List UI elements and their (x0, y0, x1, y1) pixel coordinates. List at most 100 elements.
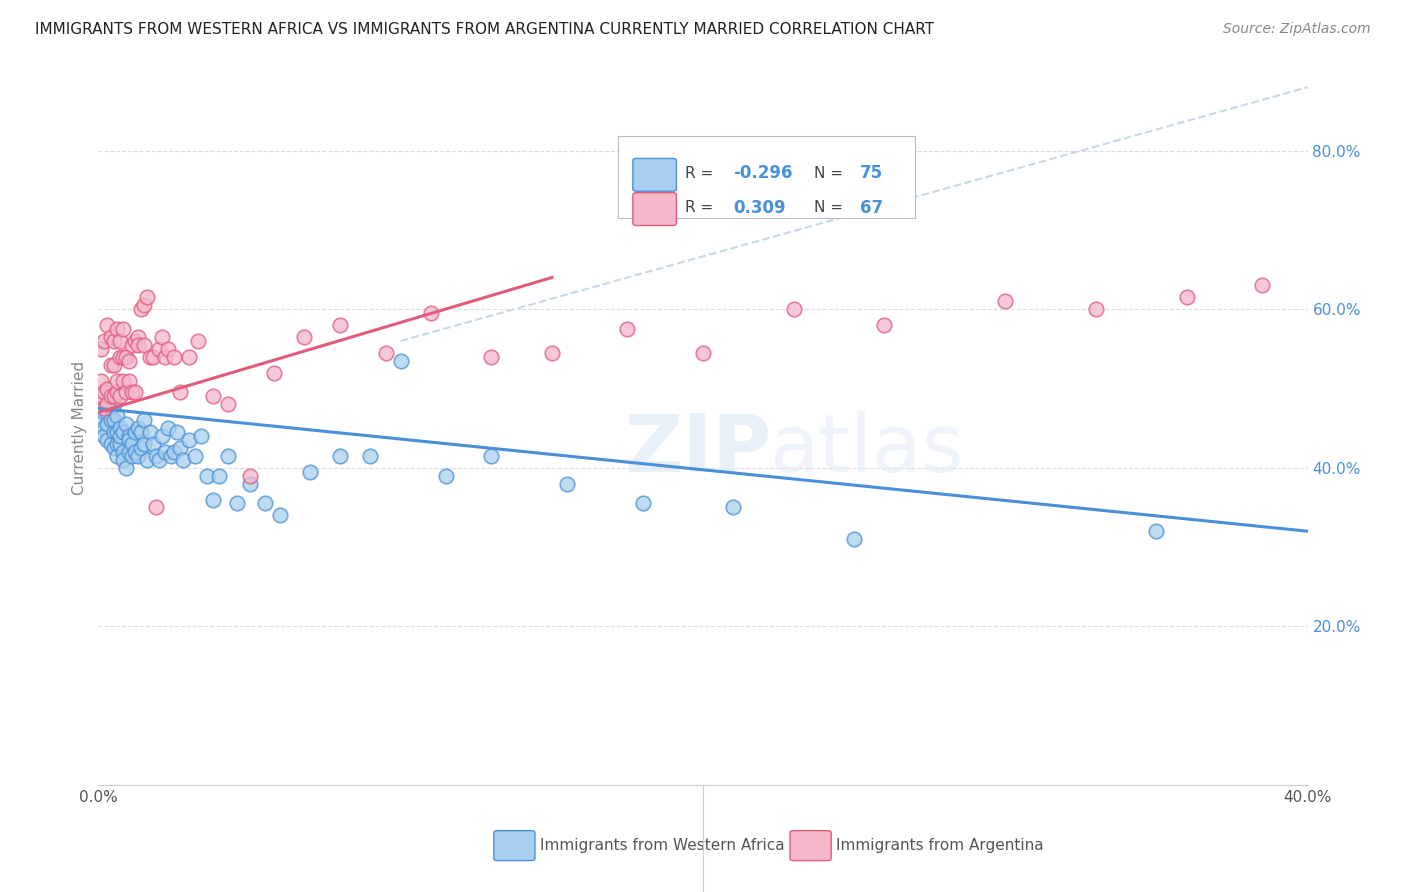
Point (111, 425, 134, 439)
Text: N =: N = (814, 166, 844, 181)
Point (873, 318, 896, 332)
Point (253, 496, 276, 510)
Point (148, 453, 170, 467)
Point (127, 338, 149, 352)
Point (132, 413, 155, 427)
Point (103, 441, 125, 455)
Point (121, 338, 143, 352)
Point (1251, 278, 1274, 293)
Point (631, 496, 654, 510)
Text: R =: R = (685, 200, 713, 215)
Point (114, 460, 136, 475)
Point (135, 453, 157, 467)
Point (114, 417, 136, 432)
Point (169, 441, 191, 455)
FancyBboxPatch shape (633, 193, 676, 226)
Point (111, 322, 134, 336)
Point (118, 429, 141, 443)
Point (90, 374, 112, 388)
Point (783, 302, 806, 317)
Point (90, 397, 112, 411)
Point (555, 476, 578, 491)
Point (269, 508, 291, 523)
Point (163, 445, 186, 459)
Point (329, 449, 352, 463)
Text: IMMIGRANTS FROM WESTERN AFRICA VS IMMIGRANTS FROM ARGENTINA CURRENTLY MARRIED CO: IMMIGRANTS FROM WESTERN AFRICA VS IMMIGR… (35, 22, 934, 37)
Point (208, 468, 231, 483)
Point (374, 346, 396, 360)
Point (132, 437, 155, 451)
Point (93, 334, 115, 348)
Point (195, 468, 218, 483)
Point (121, 437, 143, 451)
Point (994, 294, 1017, 309)
Point (103, 413, 125, 427)
Point (93, 421, 115, 435)
Point (118, 374, 141, 388)
Point (124, 385, 146, 400)
Point (329, 318, 352, 332)
Point (420, 306, 443, 320)
Point (202, 389, 225, 403)
Point (114, 350, 136, 364)
Point (108, 350, 131, 364)
Point (226, 496, 249, 510)
Point (90, 342, 112, 356)
Point (202, 492, 225, 507)
Point (93, 401, 115, 416)
Point (150, 330, 173, 344)
Point (434, 468, 457, 483)
Point (111, 374, 134, 388)
Point (108, 437, 131, 451)
Point (153, 445, 176, 459)
Point (105, 385, 128, 400)
Text: 75: 75 (860, 164, 883, 182)
Point (105, 437, 128, 451)
Point (105, 409, 128, 424)
Point (142, 437, 165, 451)
Point (160, 449, 183, 463)
Point (105, 425, 128, 439)
Point (96, 433, 118, 447)
Point (121, 449, 143, 463)
Point (124, 445, 146, 459)
Point (132, 298, 155, 312)
Point (121, 385, 143, 400)
Point (481, 350, 503, 364)
Point (163, 350, 186, 364)
Point (93, 429, 115, 443)
Point (540, 346, 562, 360)
FancyBboxPatch shape (790, 830, 831, 861)
Point (103, 334, 125, 348)
Point (187, 334, 209, 348)
Point (90, 389, 112, 403)
Point (156, 421, 179, 435)
Point (105, 374, 128, 388)
Text: atlas: atlas (769, 410, 965, 489)
Point (108, 334, 131, 348)
Point (184, 449, 207, 463)
Point (124, 334, 146, 348)
Point (239, 468, 262, 483)
Text: -0.296: -0.296 (734, 164, 793, 182)
Text: Source: ZipAtlas.com: Source: ZipAtlas.com (1223, 22, 1371, 37)
Point (108, 389, 131, 403)
Point (190, 429, 212, 443)
Point (103, 397, 125, 411)
Point (239, 476, 262, 491)
Point (96, 318, 118, 332)
Point (93, 385, 115, 400)
Point (179, 350, 201, 364)
Point (105, 449, 128, 463)
Y-axis label: Currently Married: Currently Married (72, 361, 87, 495)
Point (217, 397, 239, 411)
Point (96, 397, 118, 411)
Point (96, 417, 118, 432)
Point (100, 389, 122, 403)
Point (179, 433, 201, 447)
Point (111, 453, 134, 467)
Point (96, 405, 118, 419)
Point (169, 385, 191, 400)
Point (1085, 302, 1108, 317)
Point (127, 330, 149, 344)
